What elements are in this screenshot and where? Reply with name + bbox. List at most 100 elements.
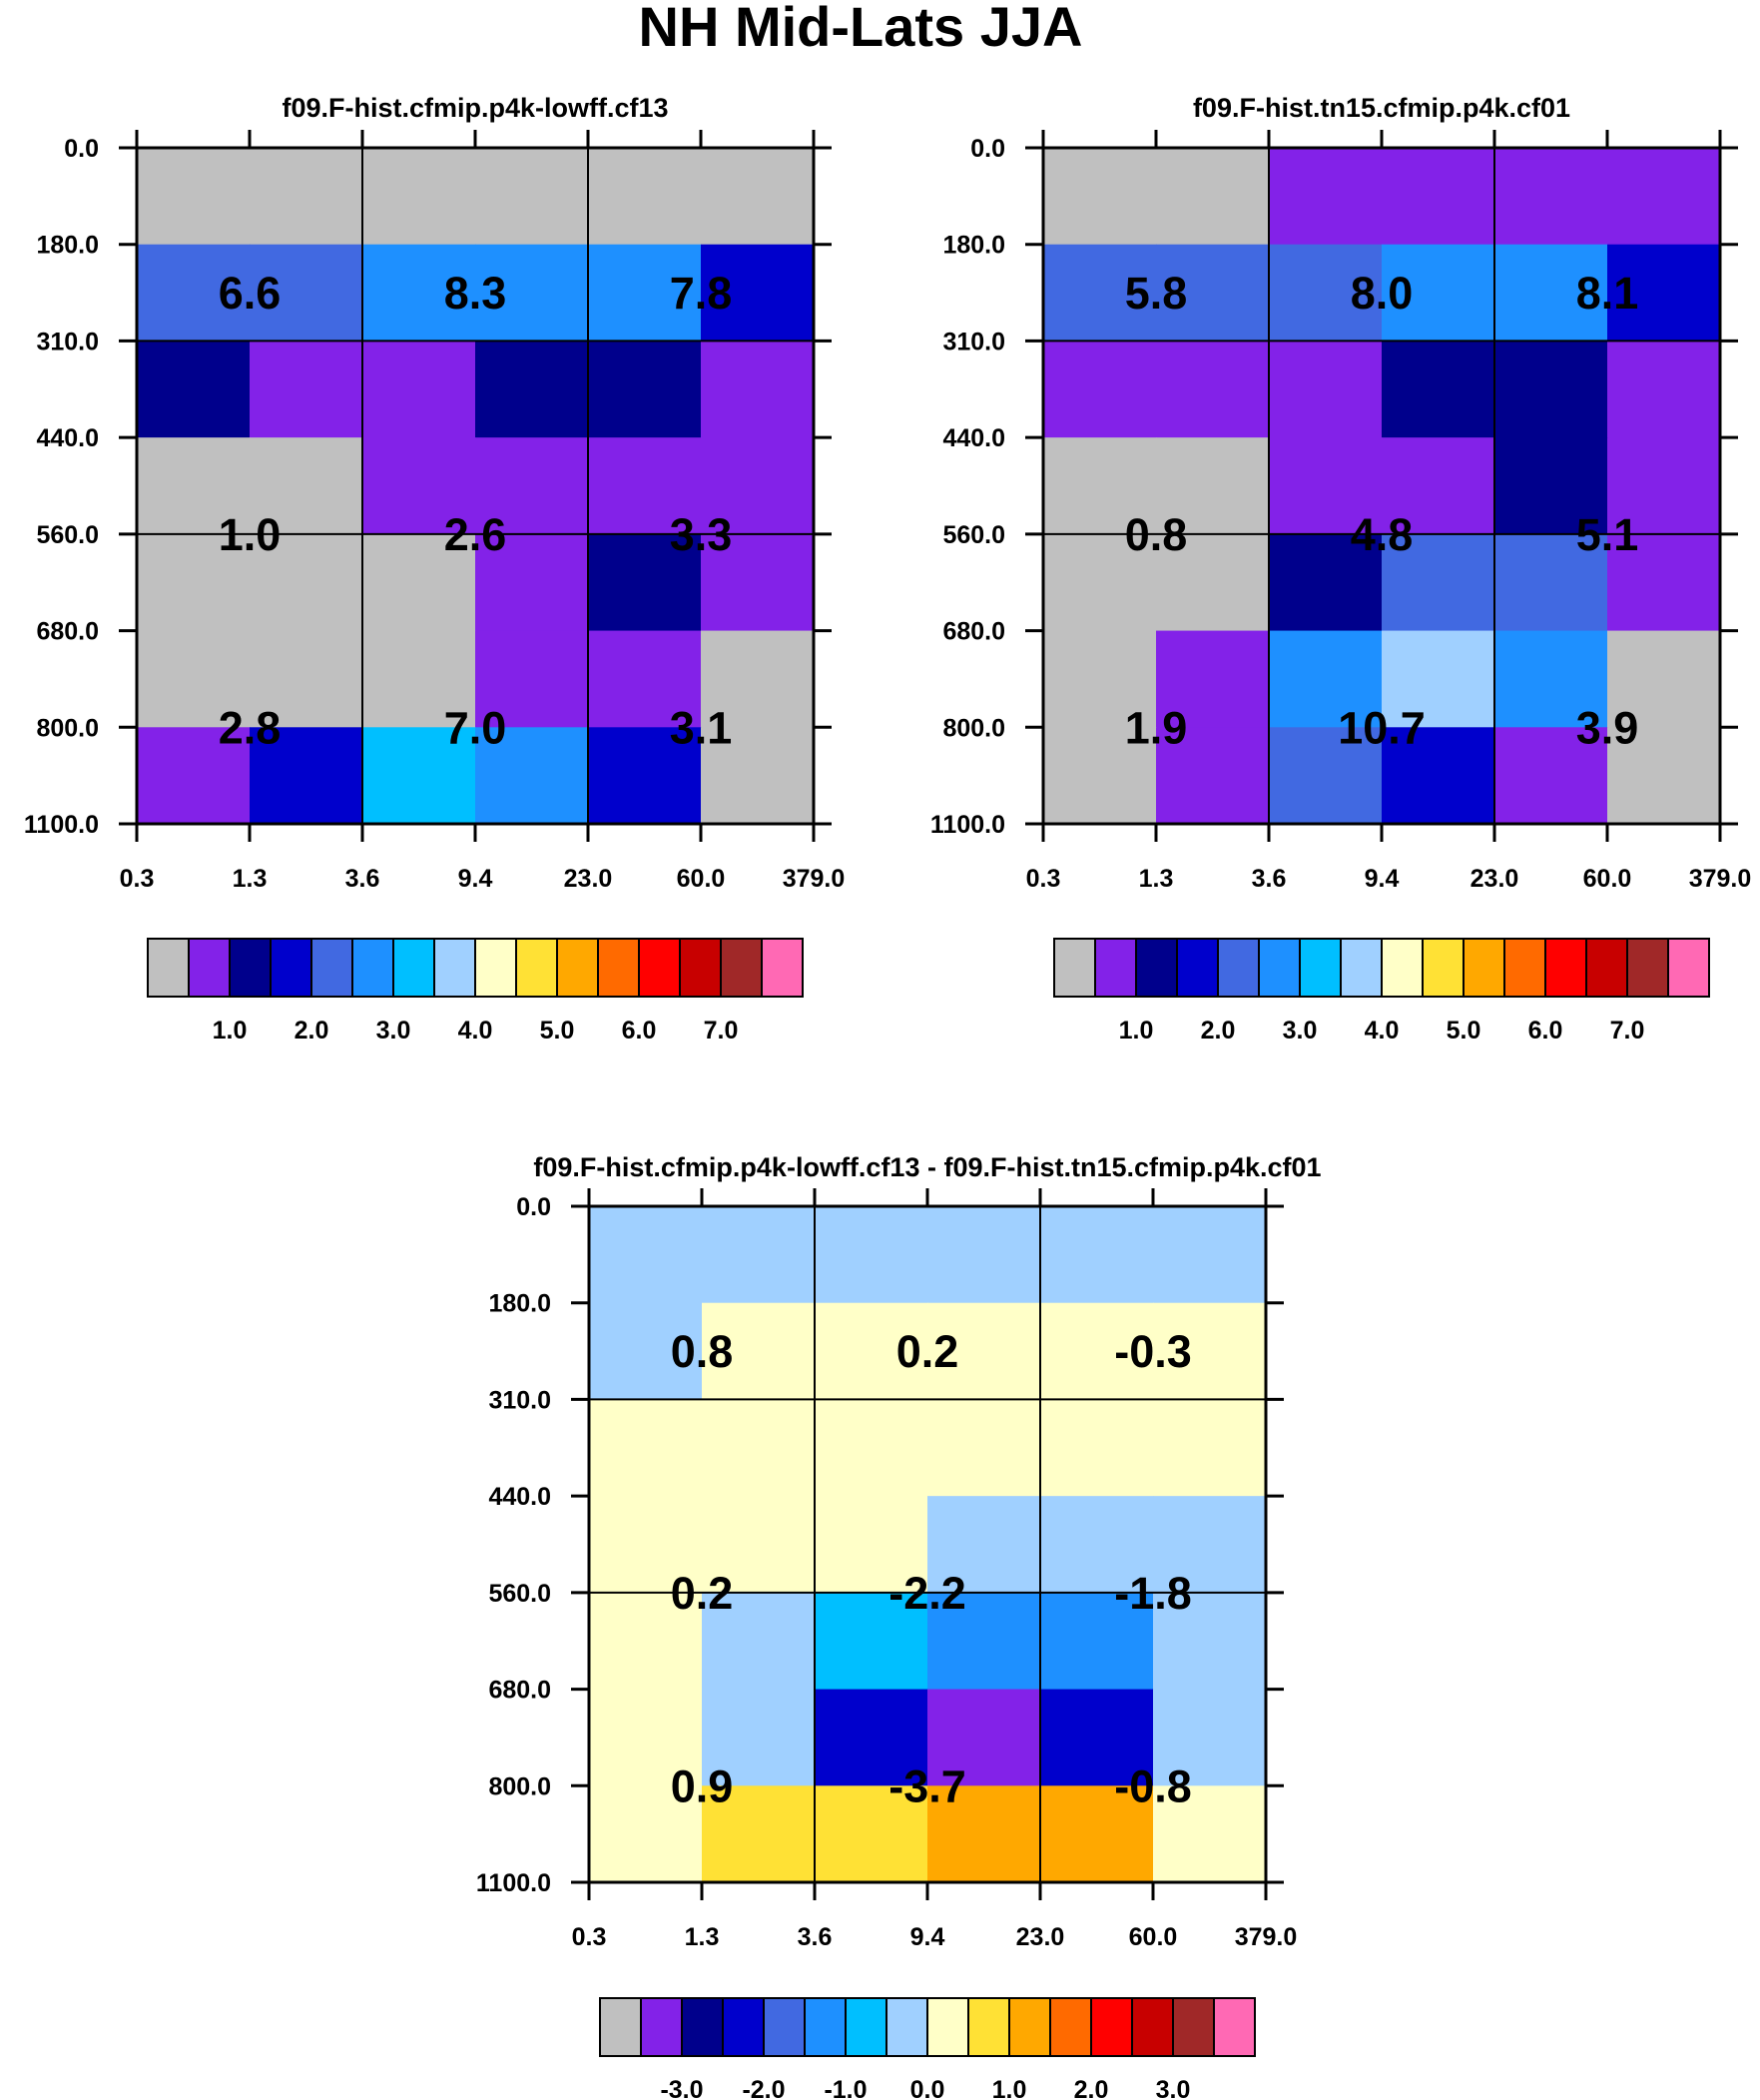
box-value-label: 8.0 (1351, 268, 1414, 319)
box-value-label: 3.9 (1576, 702, 1639, 753)
heatmap-cell (1382, 244, 1495, 343)
box-value-label: -0.8 (1114, 1760, 1192, 1811)
panel-title: f09.F-hist.tn15.cfmip.p4k.cf01 (1193, 93, 1570, 123)
colorbar-swatch (1381, 938, 1424, 998)
box-value-label: 0.8 (671, 1326, 734, 1377)
heatmap-cell (588, 341, 702, 438)
heatmap-cell (137, 148, 251, 246)
colorbar-swatch (1626, 938, 1669, 998)
colorbar-swatch (804, 1997, 847, 2057)
colorbar-label: 6.0 (1528, 1017, 1563, 1045)
heatmap-cell (1156, 630, 1270, 728)
heatmap-cell (475, 148, 589, 246)
heatmap-cell (1040, 1689, 1154, 1786)
heatmap-cell (137, 630, 251, 728)
heatmap-cell (1153, 1496, 1267, 1594)
heatmap-cell (475, 533, 589, 632)
panel-3: f09.F-hist.cfmip.p4k-lowff.cf13 - f09.F-… (476, 1152, 1322, 2100)
heatmap-cell (362, 148, 476, 246)
heatmap-cell (1494, 244, 1608, 343)
figure-title: NH Mid-Lats JJA (639, 0, 1083, 58)
box-value-label: 0.9 (671, 1760, 734, 1811)
box-value-label: 5.1 (1576, 509, 1639, 560)
heatmap-cell (701, 437, 815, 535)
colorbar-swatch (761, 938, 804, 998)
colorbar-swatch (1090, 1997, 1133, 2057)
colorbar-swatch (1135, 938, 1178, 998)
y-tick-label: 440.0 (488, 1483, 551, 1511)
heatmap-cell (1043, 727, 1157, 825)
y-tick-label: 0.0 (64, 135, 99, 163)
heatmap-cell (588, 148, 702, 246)
box-value-label: 3.3 (670, 509, 733, 560)
heatmap-cell (1269, 630, 1383, 728)
panel-2: f09.F-hist.tn15.cfmip.p4k.cf01 0.0 180.0 31… (930, 93, 1751, 1045)
heatmap-cell (1607, 533, 1721, 632)
colorbar-label: -2.0 (742, 2076, 785, 2100)
x-tick-label: 0.3 (1026, 865, 1061, 893)
colorbar-swatch (1172, 1997, 1215, 2057)
y-tick-label: 1100.0 (476, 1869, 551, 1897)
heatmap-cell (1382, 437, 1495, 535)
heatmap-cell (927, 1302, 1041, 1401)
heatmap-cell (1269, 533, 1383, 632)
colorbar-label: 3.0 (376, 1017, 411, 1045)
heatmap-cell (1040, 1302, 1154, 1401)
heatmap-cell (1156, 341, 1270, 438)
y-tick-label: 440.0 (36, 424, 99, 452)
colorbar-swatch (599, 1997, 642, 2057)
heatmap-cell (1043, 244, 1157, 343)
colorbar-label: 7.0 (704, 1017, 739, 1045)
colorbar-label: 5.0 (540, 1017, 575, 1045)
x-tick-label: 3.6 (1252, 865, 1287, 893)
box-value-label: 7.0 (444, 702, 507, 753)
colorbar-swatch (1049, 1997, 1092, 2057)
y-tick-label: 310.0 (36, 328, 99, 355)
heatmap-cell (927, 1206, 1041, 1304)
box-value-label: 1.9 (1125, 702, 1188, 753)
y-tick-label: 680.0 (36, 618, 99, 646)
heatmap-cell (1494, 630, 1608, 728)
colorbar-label: 2.0 (1201, 1017, 1236, 1045)
heatmap-cell (927, 1399, 1041, 1497)
colorbar-label: 3.0 (1156, 2076, 1191, 2100)
heatmap-cell (701, 341, 815, 438)
heatmap-cell (137, 533, 251, 632)
heatmap-cell (1043, 630, 1157, 728)
x-tick-label: 1.3 (685, 1923, 720, 1951)
heatmap-cell (1043, 437, 1157, 535)
box-value-label: -1.8 (1114, 1568, 1192, 1619)
heatmap-cell (137, 437, 251, 535)
colorbar-label: 7.0 (1610, 1017, 1645, 1045)
colorbar-swatch (556, 938, 599, 998)
x-tick-label: 23.0 (1470, 865, 1519, 893)
box-value-label: 3.1 (670, 702, 733, 753)
heatmap-cell (702, 1399, 816, 1497)
heatmap-cell (362, 437, 476, 535)
colorbar-label: 3.0 (1283, 1017, 1318, 1045)
heatmap-cell (475, 630, 589, 728)
y-tick-label: 680.0 (942, 618, 1005, 646)
heatmap-cell (588, 533, 702, 632)
heatmap-cell (588, 437, 702, 535)
heatmap-cell (1607, 727, 1721, 825)
y-tick-label: 310.0 (488, 1386, 551, 1414)
colorbar-swatch (1053, 938, 1096, 998)
colorbar-swatch (515, 938, 558, 998)
box-value-label: -2.2 (888, 1568, 966, 1619)
colorbar-swatch (1667, 938, 1710, 998)
heatmap-cell (1153, 1399, 1267, 1497)
colorbar-swatch (845, 1997, 887, 2057)
x-tick-label: 0.3 (120, 865, 155, 893)
x-tick-label: 23.0 (564, 865, 613, 893)
heatmap-cell (702, 1496, 816, 1594)
heatmap-cell (1382, 148, 1495, 246)
heatmap-cell (362, 244, 476, 343)
heatmap-cell (815, 1592, 928, 1691)
colorbar-label: 1.0 (992, 2076, 1027, 2100)
heatmap-cell (1043, 148, 1157, 246)
panels: f09.F-hist.cfmip.p4k-lowff.cf13 0.0 180.0 3… (24, 93, 1751, 2100)
colorbar-label: -3.0 (660, 2076, 703, 2100)
colorbar-swatch (1131, 1997, 1174, 2057)
heatmap-cell (475, 244, 589, 343)
